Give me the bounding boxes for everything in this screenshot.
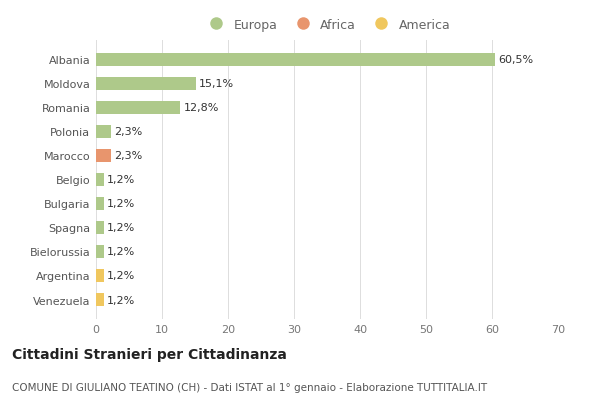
Text: COMUNE DI GIULIANO TEATINO (CH) - Dati ISTAT al 1° gennaio - Elaborazione TUTTIT: COMUNE DI GIULIANO TEATINO (CH) - Dati I…	[12, 382, 487, 392]
Text: 2,3%: 2,3%	[115, 151, 143, 161]
Bar	[96, 245, 104, 258]
Bar	[96, 221, 104, 234]
Text: 1,2%: 1,2%	[107, 271, 136, 281]
Bar	[96, 197, 104, 211]
Text: 60,5%: 60,5%	[499, 55, 534, 65]
Text: 1,2%: 1,2%	[107, 175, 136, 185]
Text: 2,3%: 2,3%	[115, 127, 143, 137]
Text: 1,2%: 1,2%	[107, 247, 136, 257]
Text: 1,2%: 1,2%	[107, 223, 136, 233]
Bar	[96, 54, 496, 67]
Bar	[96, 126, 111, 139]
Bar	[96, 173, 104, 187]
Bar	[96, 293, 104, 306]
Text: 1,2%: 1,2%	[107, 199, 136, 209]
Text: 15,1%: 15,1%	[199, 79, 234, 89]
Bar	[96, 78, 196, 91]
Bar	[96, 269, 104, 282]
Text: 1,2%: 1,2%	[107, 295, 136, 305]
Bar	[96, 149, 111, 163]
Text: 12,8%: 12,8%	[184, 103, 219, 113]
Bar	[96, 101, 181, 115]
Text: Cittadini Stranieri per Cittadinanza: Cittadini Stranieri per Cittadinanza	[12, 348, 287, 362]
Legend: Europa, Africa, America: Europa, Africa, America	[199, 14, 455, 37]
